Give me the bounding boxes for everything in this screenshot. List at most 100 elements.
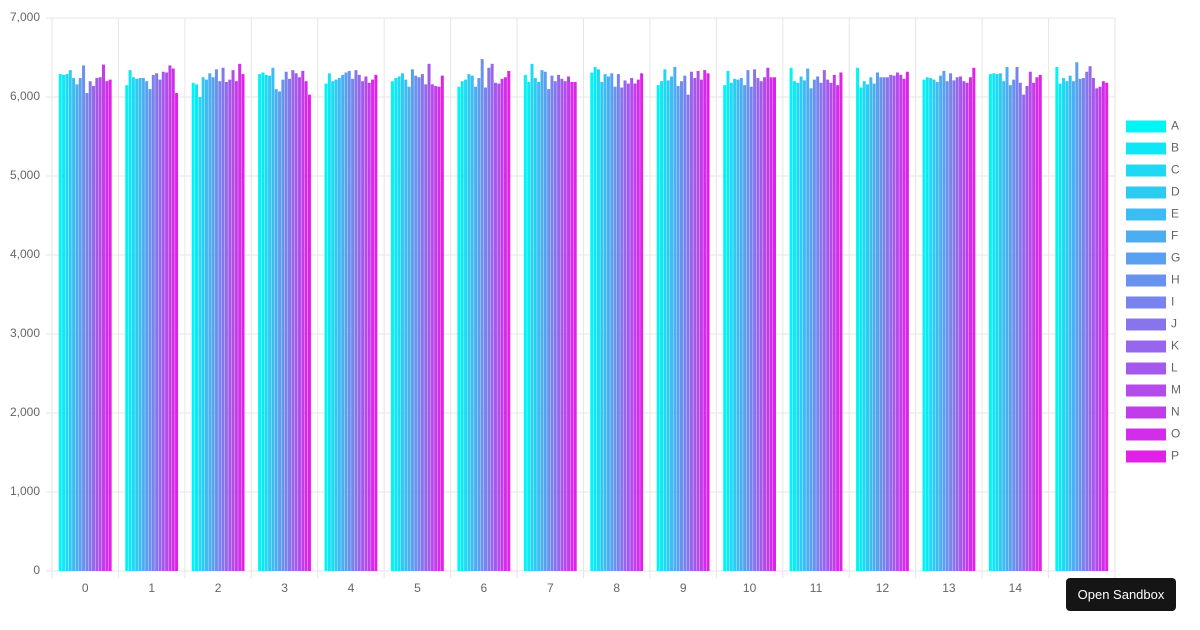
- bar: [550, 75, 554, 572]
- bar: [902, 78, 906, 571]
- legend-swatch: [1126, 208, 1166, 221]
- bar: [1091, 78, 1095, 571]
- bar: [394, 78, 398, 571]
- legend-swatch: [1126, 186, 1166, 199]
- x-tick-label: 2: [215, 581, 222, 595]
- legend-swatch: [1126, 362, 1166, 375]
- bar: [158, 79, 162, 572]
- bar: [288, 78, 292, 571]
- bar: [995, 74, 999, 571]
- bar: [470, 75, 474, 572]
- bar: [1015, 66, 1019, 571]
- bar: [1081, 78, 1085, 571]
- bar: [291, 70, 295, 571]
- bar: [935, 81, 939, 572]
- bar: [630, 78, 634, 571]
- x-tick-label: 14: [1009, 581, 1023, 595]
- bar: [407, 86, 411, 571]
- bar: [543, 71, 547, 571]
- bar: [414, 75, 418, 572]
- bar: [424, 84, 428, 572]
- bar: [201, 77, 205, 571]
- bar: [829, 82, 833, 571]
- bar: [626, 83, 630, 571]
- bar: [1012, 79, 1016, 572]
- bar: [1002, 81, 1006, 571]
- bar: [942, 70, 946, 572]
- bar: [168, 65, 172, 572]
- legend-swatch: [1126, 406, 1166, 419]
- bar: [905, 71, 909, 571]
- legend-label: H: [1171, 273, 1180, 287]
- bar: [939, 75, 943, 572]
- bar: [371, 79, 375, 572]
- bar: [862, 81, 866, 571]
- bar: [264, 74, 268, 571]
- bar: [480, 59, 484, 572]
- bar: [826, 79, 830, 572]
- bar: [68, 70, 72, 571]
- bar: [191, 82, 195, 571]
- legend-swatch: [1126, 274, 1166, 287]
- bar: [341, 74, 345, 571]
- bar: [457, 86, 461, 571]
- x-tick-label: 10: [743, 581, 757, 595]
- x-tick-label: 6: [481, 581, 488, 595]
- bar: [633, 83, 637, 571]
- bar: [1101, 81, 1105, 571]
- bar: [670, 76, 674, 572]
- bar: [1008, 85, 1012, 572]
- bar: [271, 67, 275, 572]
- bar: [493, 82, 497, 571]
- x-tick-label: 0: [82, 581, 89, 595]
- bar: [1038, 74, 1042, 571]
- bar: [1022, 94, 1026, 571]
- bar: [62, 74, 66, 571]
- legend-label: C: [1171, 163, 1180, 177]
- bar: [141, 78, 145, 571]
- bar: [965, 82, 969, 571]
- open-sandbox-button[interactable]: Open Sandbox: [1066, 578, 1176, 611]
- legend-label: B: [1171, 141, 1179, 155]
- legend-label: E: [1171, 207, 1179, 221]
- y-tick-label: 4,000: [10, 247, 40, 261]
- y-tick-label: 0: [33, 563, 40, 577]
- bar: [228, 79, 232, 572]
- bar: [105, 81, 109, 571]
- bar: [756, 78, 760, 571]
- bar: [600, 81, 604, 572]
- bar: [680, 81, 683, 571]
- bar: [656, 85, 660, 572]
- bar: [390, 81, 394, 571]
- bar: [733, 78, 737, 571]
- bar: [234, 81, 238, 571]
- bar: [78, 78, 82, 571]
- bar: [666, 80, 670, 571]
- bar: [856, 67, 860, 572]
- y-tick-label: 7,000: [10, 10, 40, 24]
- bar: [523, 74, 527, 571]
- bar: [676, 85, 680, 571]
- bar: [660, 81, 664, 571]
- bar: [799, 76, 803, 572]
- bar: [925, 77, 929, 571]
- bar: [258, 74, 262, 571]
- bar: [171, 68, 175, 571]
- bar: [889, 74, 893, 571]
- bar: [367, 82, 371, 571]
- bar: [364, 76, 368, 572]
- legend-label: G: [1171, 251, 1180, 265]
- bar: [490, 63, 494, 571]
- bar: [151, 74, 155, 571]
- legend-label: M: [1171, 383, 1181, 397]
- bar: [729, 82, 733, 571]
- bar: [596, 69, 600, 571]
- bar: [1035, 77, 1039, 571]
- legend-label: I: [1171, 295, 1174, 309]
- bar: [699, 79, 703, 572]
- bar: [334, 79, 338, 572]
- bar: [540, 70, 544, 571]
- bar: [872, 83, 876, 571]
- bar: [354, 70, 358, 571]
- bar: [992, 73, 996, 572]
